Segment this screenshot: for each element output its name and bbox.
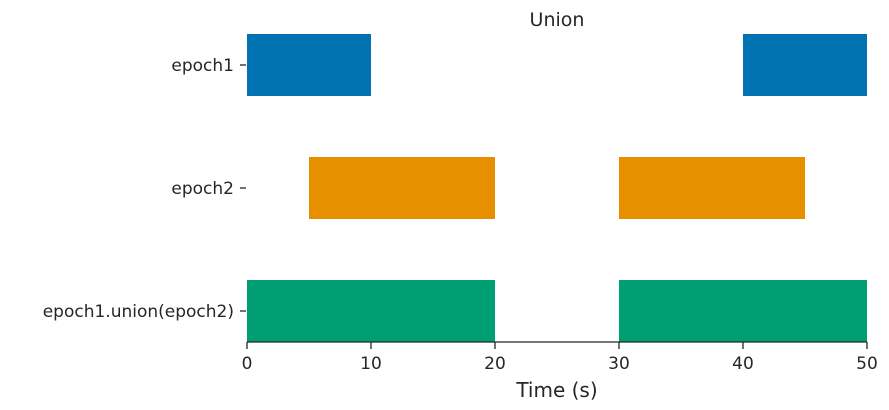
bar-epoch1-2	[743, 34, 867, 96]
x-tick-label-50: 50	[856, 354, 878, 374]
chart-title: Union	[530, 9, 585, 31]
x-tick-label-10: 10	[360, 354, 382, 374]
x-tick-label-0: 0	[242, 354, 253, 374]
bar-epoch1-union-epoch2-2	[619, 280, 867, 342]
y-axis: epoch1 epoch2 epoch1.union(epoch2)	[43, 56, 246, 322]
bar-epoch2-2	[619, 157, 805, 219]
bar-epoch1-union-epoch2-1	[247, 280, 495, 342]
x-tick-label-30: 30	[608, 354, 630, 374]
x-axis-label: Time (s)	[515, 378, 597, 402]
bar-epoch2-1	[309, 157, 495, 219]
y-tick-label-epoch1: epoch1	[171, 56, 234, 76]
x-axis: 0 10 20 30 40 50	[242, 341, 878, 374]
x-tick-label-20: 20	[484, 354, 506, 374]
bar-epoch1-1	[247, 34, 371, 96]
y-tick-label-epoch2: epoch2	[171, 179, 234, 199]
bars-layer	[247, 34, 867, 342]
y-tick-label-epoch1-union-epoch2: epoch1.union(epoch2)	[43, 302, 234, 322]
x-tick-label-40: 40	[732, 354, 754, 374]
